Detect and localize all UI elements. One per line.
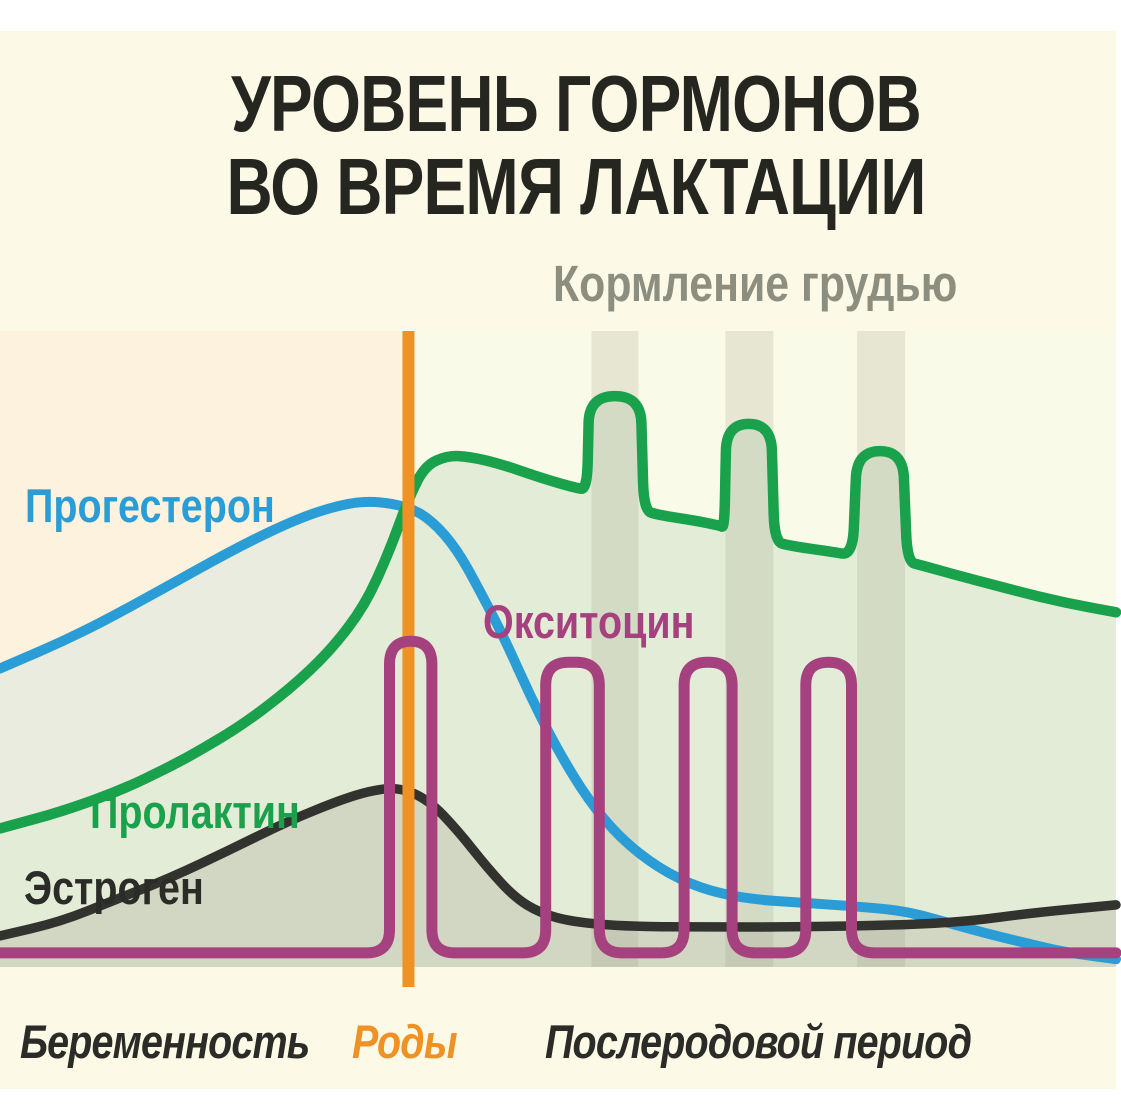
phase-postpartum-label: Послеродовой период (545, 1015, 972, 1068)
estrogen-area-fill (0, 788, 1116, 967)
oxytocin-line (0, 635, 1121, 959)
prolactin-line (0, 390, 1121, 834)
prolactin-label: Пролактин (90, 785, 300, 838)
oxytocin-label: Окситоцин (483, 595, 695, 648)
phase-birth-label: Роды (352, 1015, 458, 1068)
breastfeeding-annotation: Кормление грудью (553, 255, 958, 312)
page-title: УРОВЕНЬ ГОРМОНОВ ВО ВРЕМЯ ЛАКТАЦИИ (131, 59, 1021, 232)
title-line-2: ВО ВРЕМЯ ЛАКТАЦИИ (226, 142, 926, 232)
progesterone-label: Прогестерон (25, 479, 275, 532)
feeding-bar-3 (857, 331, 906, 967)
estrogen-label: Эстроген (24, 861, 204, 914)
phase-pregnancy-label: Беременность (20, 1015, 310, 1068)
title-line-1: УРОВЕНЬ ГОРМОНОВ (231, 59, 922, 148)
